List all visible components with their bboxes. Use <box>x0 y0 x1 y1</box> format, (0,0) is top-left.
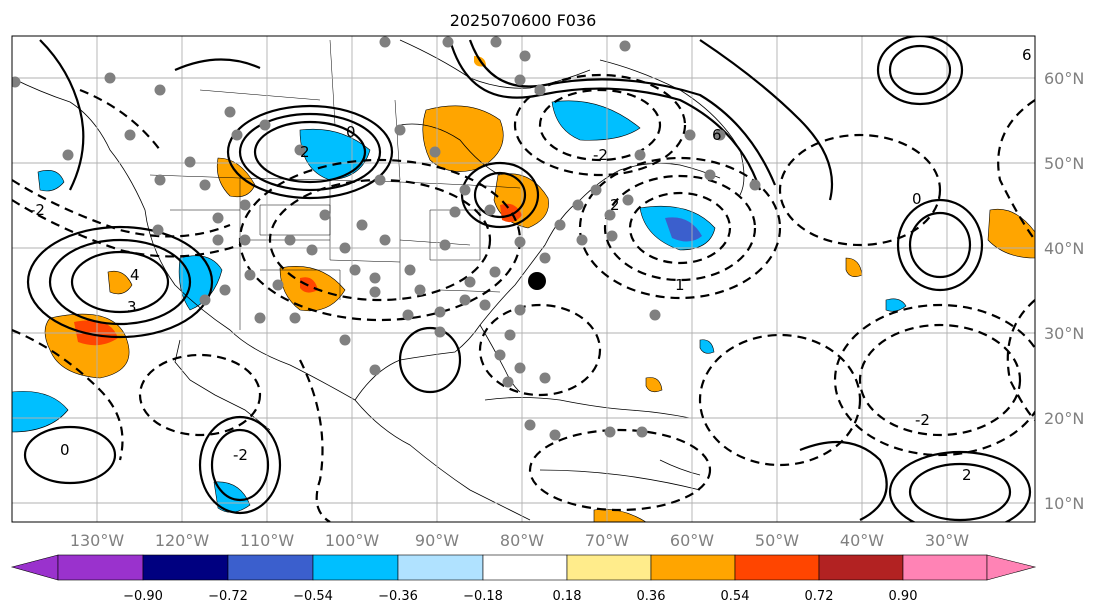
colorbar-segment <box>397 554 484 581</box>
colorbar-segment <box>227 554 314 581</box>
colorbar-segment <box>818 554 904 581</box>
svg-text:1: 1 <box>675 276 685 294</box>
location-marker <box>528 272 546 290</box>
contour-labels: 0 2 4 6 -2 3 1 -2 0 -2 2 -2 6 0 2 <box>30 46 1032 484</box>
svg-text:-2: -2 <box>233 446 248 464</box>
colorbar-tick-label: −0.72 <box>208 589 248 604</box>
colorbar-tick-label: −0.90 <box>123 589 163 604</box>
lat-label: 50°N <box>1044 154 1084 173</box>
map-frame <box>11 35 1036 523</box>
colorbar-segment <box>734 554 820 581</box>
svg-text:6: 6 <box>712 126 722 144</box>
svg-text:2: 2 <box>962 466 972 484</box>
svg-text:0: 0 <box>346 123 356 141</box>
lon-label: 120°W <box>155 531 210 550</box>
lon-label: 100°W <box>325 531 380 550</box>
colorbar-segment <box>482 554 568 581</box>
lat-label: 10°N <box>1044 494 1084 513</box>
svg-text:2: 2 <box>300 143 310 161</box>
lon-label: 80°W <box>500 531 544 550</box>
svg-text:0: 0 <box>912 190 922 208</box>
negative-contours <box>12 73 1035 522</box>
svg-text:4: 4 <box>130 266 140 284</box>
figure-title: 2025070600 F036 <box>450 11 597 30</box>
longitude-labels: 130°W 120°W 110°W 100°W 90°W 80°W 70°W 6… <box>70 531 969 550</box>
colorbar-tick-label: 0.54 <box>721 589 750 604</box>
colorbar-high-extend <box>986 554 1037 581</box>
svg-text:3: 3 <box>127 298 137 316</box>
lon-label: 30°W <box>925 531 969 550</box>
svg-text:2: 2 <box>610 196 620 214</box>
svg-text:-2: -2 <box>30 201 45 219</box>
station-markers <box>12 36 761 441</box>
colorbar-tick-label: −0.54 <box>293 589 333 604</box>
positive-contours <box>23 36 1032 522</box>
colorbar <box>10 554 1037 581</box>
colorbar-segment <box>312 554 399 581</box>
colorbar-tick-label: 0.36 <box>637 589 666 604</box>
colorbar-tick-label: 0.90 <box>889 589 918 604</box>
colorbar-segment <box>142 554 229 581</box>
colorbar-segment <box>902 554 988 581</box>
svg-text:-2: -2 <box>915 411 930 429</box>
colorbar-segment <box>566 554 652 581</box>
lat-label: 20°N <box>1044 409 1084 428</box>
lat-label: 60°N <box>1044 69 1084 88</box>
latitude-labels: 60°N 50°N 40°N 30°N 20°N 10°N <box>1044 69 1084 513</box>
colorbar-tick-label: 0.18 <box>553 589 582 604</box>
colorbar-tick-label: −0.36 <box>378 589 418 604</box>
svg-text:6: 6 <box>1022 46 1032 64</box>
svg-text:0: 0 <box>60 441 70 459</box>
anomaly-fills <box>12 56 1035 522</box>
colorbar-tick-label: 0.72 <box>805 589 834 604</box>
lon-label: 90°W <box>415 531 459 550</box>
colorbar-segment <box>57 554 144 581</box>
lat-label: 30°N <box>1044 324 1084 343</box>
lon-label: 110°W <box>240 531 295 550</box>
colorbar-low-extend <box>10 554 59 581</box>
colorbar-segment <box>650 554 736 581</box>
lon-label: 70°W <box>585 531 629 550</box>
colorbar-ticks: −0.90 −0.72 −0.54 −0.36 −0.18 0.18 0.36 … <box>123 589 917 604</box>
svg-text:-2: -2 <box>593 146 608 164</box>
lon-label: 60°W <box>670 531 714 550</box>
lon-label: 50°W <box>755 531 799 550</box>
gridlines <box>12 36 1035 522</box>
map-area: 0 2 4 6 -2 3 1 -2 0 -2 2 -2 6 0 2 <box>12 36 1035 522</box>
lat-label: 40°N <box>1044 239 1084 258</box>
colorbar-tick-label: −0.18 <box>463 589 503 604</box>
lon-label: 40°W <box>840 531 884 550</box>
lon-label: 130°W <box>70 531 125 550</box>
